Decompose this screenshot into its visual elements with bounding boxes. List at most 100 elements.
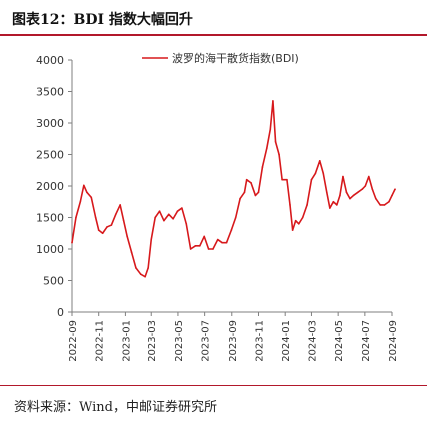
bdi-data-point	[364, 185, 367, 187]
bdi-data-point	[391, 194, 393, 197]
bdi-data-point	[394, 188, 396, 190]
bdi-data-point	[361, 188, 364, 190]
bdi-data-point	[297, 223, 300, 225]
bdi-data-point	[339, 194, 341, 197]
bdi-data-point	[83, 184, 85, 187]
bdi-data-point	[250, 182, 252, 184]
bdi-data-point	[310, 178, 313, 181]
bdi-data-point	[97, 229, 100, 231]
bdi-data-point	[379, 204, 381, 206]
x-tick-label: 2024-01	[281, 320, 292, 362]
figure-header: 图表12：BDI 指数大幅回升	[0, 4, 427, 34]
bdi-data-point	[203, 235, 205, 238]
y-tick-label: 1000	[36, 243, 64, 256]
chart-legend: 波罗的海干散货指数(BDI)	[142, 51, 299, 65]
y-tick-label: 500	[43, 275, 64, 288]
bdi-series-line	[71, 100, 396, 278]
bdi-data-point	[144, 275, 146, 278]
bdi-data-point	[325, 191, 328, 194]
source-note: 资料来源：Wind，中邮证券研究所	[14, 400, 217, 415]
bdi-data-point	[254, 194, 257, 197]
bdi-data-point	[234, 216, 237, 219]
header-rule	[0, 34, 427, 36]
bdi-data-point	[185, 223, 188, 225]
bdi-data-point	[154, 216, 156, 219]
bdi-data-point	[86, 191, 88, 194]
bdi-data-point	[172, 217, 174, 220]
bdi-data-point	[291, 229, 294, 231]
bdi-data-point	[388, 200, 390, 203]
x-tick-label: 2024-03	[307, 320, 318, 362]
bdi-data-point	[150, 238, 153, 241]
bdi-data-point	[243, 191, 246, 194]
bdi-data-point	[278, 153, 280, 156]
bdi-data-point	[269, 128, 272, 131]
bdi-data-point	[245, 178, 248, 181]
chart-plot-area	[71, 100, 396, 278]
bdi-data-point	[119, 204, 121, 206]
x-tick-label: 2023-03	[147, 320, 158, 362]
bdi-data-point	[368, 175, 370, 178]
bdi-line-chart: 0 500 1000 1500 2000 2500 3000 3500 4000 2022-09 2…	[36, 51, 399, 362]
bdi-data-point	[357, 191, 359, 194]
bdi-data-point	[281, 178, 283, 181]
bdi-data-point	[274, 141, 277, 143]
bdi-data-point	[301, 216, 304, 219]
bdi-data-point	[345, 191, 348, 194]
x-tick-label: 2022-11	[95, 320, 106, 362]
x-tick-label: 2023-01	[121, 320, 132, 362]
bdi-data-point	[79, 200, 82, 203]
bdi-data-point	[114, 213, 117, 216]
bdi-data-point	[207, 248, 210, 250]
bdi-data-point	[167, 213, 170, 216]
y-tick-label: 1500	[36, 212, 64, 225]
x-tick-label: 2023-09	[228, 320, 239, 362]
x-tick-label: 2024-05	[334, 320, 345, 362]
bdi-data-point	[189, 248, 192, 250]
bdi-data-point	[181, 207, 183, 209]
bdi-data-point	[322, 172, 325, 175]
bdi-data-point	[106, 226, 108, 228]
bdi-data-point	[371, 188, 374, 190]
bdi-data-point	[130, 251, 133, 253]
bdi-data-point	[375, 197, 377, 200]
bdi-data-point	[122, 219, 125, 222]
x-tick-label: 2022-09	[68, 320, 79, 362]
bdi-data-point	[176, 210, 179, 212]
legend-label: 波罗的海干散货指数(BDI)	[172, 51, 299, 65]
bdi-data-point	[199, 245, 201, 247]
bdi-data-point	[352, 194, 355, 197]
bdi-data-point	[216, 238, 219, 241]
x-tick-label: 2023-05	[174, 320, 185, 362]
y-tick-label: 2000	[36, 180, 64, 193]
bdi-data-point	[225, 241, 228, 244]
bdi-data-point	[294, 219, 297, 222]
y-tick-label: 3000	[36, 117, 64, 130]
bdi-data-point	[314, 172, 317, 175]
bdi-data-point	[139, 273, 142, 275]
bdi-data-point	[230, 229, 233, 231]
bdi-data-point	[329, 207, 331, 209]
bdi-data-point	[75, 216, 77, 219]
bdi-data-point	[261, 166, 264, 168]
bdi-data-point	[147, 267, 149, 269]
bdi-data-point	[318, 160, 321, 162]
bdi-data-point	[349, 197, 351, 200]
bdi-data-point	[289, 204, 291, 206]
bdi-data-point	[135, 267, 137, 269]
bdi-data-point	[336, 204, 338, 206]
bdi-data-point	[71, 241, 73, 244]
y-tick-label: 3500	[36, 86, 64, 99]
bdi-data-point	[239, 197, 241, 200]
bdi-data-point	[286, 178, 288, 181]
bdi-data-point	[332, 200, 335, 203]
x-tick-label: 2023-07	[201, 320, 212, 362]
x-tick-label: 2024-09	[388, 320, 399, 362]
bdi-data-point	[221, 241, 223, 244]
bdi-data-point	[90, 196, 93, 199]
bdi-data-point	[158, 210, 161, 212]
bdi-data-point	[306, 204, 308, 206]
bdi-data-point	[212, 248, 214, 250]
chart-axes: 0 500 1000 1500 2000 2500 3000 3500 4000 2022-09 2…	[36, 54, 399, 362]
footer-rule	[0, 385, 427, 386]
